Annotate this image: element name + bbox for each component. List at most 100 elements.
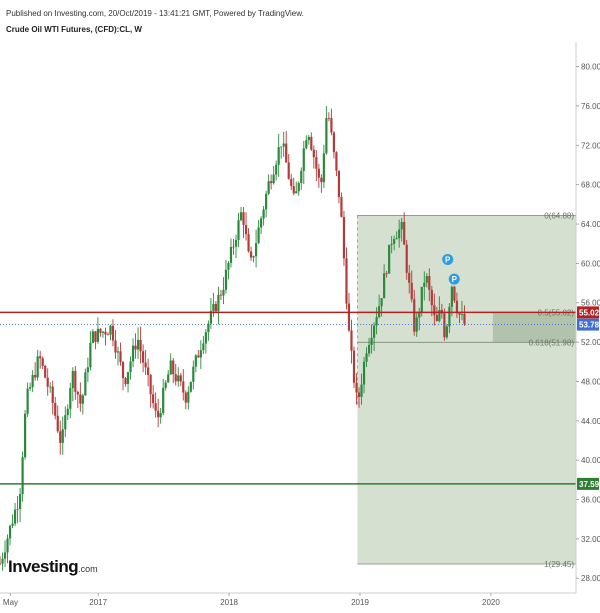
candle-body (31, 375, 34, 388)
candle-body (224, 269, 228, 290)
candle-body (174, 374, 177, 382)
candle-body (144, 362, 147, 368)
candle-body (423, 282, 426, 287)
candle-body (337, 170, 341, 197)
candle-body (400, 221, 403, 230)
candle-body (119, 351, 122, 363)
candle-body (398, 229, 401, 239)
fib-inner-zone (492, 312, 576, 343)
candle-body (26, 388, 29, 414)
event-marker[interactable] (448, 273, 460, 285)
candle-body (282, 143, 285, 147)
candle-body (380, 298, 383, 307)
candle-body (159, 413, 162, 418)
candle-body (172, 360, 175, 375)
candle-body (99, 328, 102, 333)
x-tick-label: May (3, 598, 18, 607)
candle-body (157, 410, 160, 418)
candle-body (209, 311, 212, 324)
candle-body (410, 282, 413, 300)
candle-body (445, 326, 448, 338)
candle-body (450, 286, 454, 307)
candle-body (232, 246, 235, 248)
candle-body (69, 388, 72, 409)
candle-body (302, 148, 305, 171)
candle-body (202, 343, 205, 351)
y-tick-label: 80.00 (581, 63, 600, 72)
candle-body (8, 525, 12, 539)
candle-body (403, 221, 406, 245)
candle-body (390, 243, 393, 245)
candle-body (11, 523, 14, 526)
candle-body (320, 177, 323, 183)
candle-body (272, 174, 275, 184)
candle-body (345, 258, 348, 304)
candle-body (257, 227, 260, 244)
candle-body (395, 238, 398, 240)
y-tick-label: 60.00 (581, 259, 600, 268)
candle-body (24, 413, 27, 458)
candle-body (234, 239, 238, 247)
candle-body (260, 218, 263, 228)
candle-body (352, 350, 356, 383)
candle-body (131, 345, 135, 362)
candle-body (305, 140, 308, 149)
candle-body (254, 243, 258, 257)
symbol-title: Crude Oil WTI Futures, (CFD):CL, W (6, 25, 142, 34)
candle-body (169, 360, 172, 375)
candle-body (152, 394, 155, 404)
candle-body (315, 157, 318, 169)
candle-body (367, 344, 371, 354)
candle-body (249, 251, 253, 258)
candle-body (1, 558, 4, 564)
candle-body (134, 345, 137, 350)
candle-body (265, 193, 268, 210)
candle-body (428, 276, 431, 290)
y-tick-label: 72.00 (581, 141, 600, 150)
candle-body (129, 361, 132, 373)
candle-body (139, 339, 142, 352)
y-tick-label: 56.00 (581, 299, 600, 308)
candle-body (312, 149, 315, 158)
candle-body (61, 429, 64, 443)
candle-body (275, 164, 278, 175)
candle-body (393, 239, 396, 244)
candle-body (194, 355, 197, 367)
candle-body (420, 286, 423, 313)
candle-body (227, 262, 230, 270)
candle-body (262, 209, 265, 219)
y-tick-label: 40.00 (581, 456, 600, 465)
candle-body (3, 552, 7, 559)
candle-body (300, 170, 303, 184)
x-tick-label: 2020 (482, 598, 500, 607)
candle-body (342, 216, 346, 259)
y-tick-label: 68.00 (581, 181, 600, 190)
candle-body (405, 244, 408, 273)
candle-body (252, 256, 255, 258)
candle-body (66, 408, 69, 416)
event-marker[interactable] (442, 253, 454, 265)
candle-body (222, 289, 225, 296)
candle-body (18, 494, 22, 509)
candle-body (340, 196, 343, 217)
candle-body (335, 152, 338, 171)
chart-header: Published on Investing.com, 20/Oct/2019 … (0, 0, 600, 40)
candle-body (360, 384, 363, 397)
candle-body (96, 328, 100, 342)
candle-body (59, 431, 62, 443)
candle-body (49, 386, 52, 388)
level-price-tag-label: 55.02 (579, 308, 600, 317)
candle-body (372, 325, 376, 338)
candle-body (290, 178, 293, 187)
candle-body (217, 294, 220, 312)
candle-body (187, 391, 190, 403)
fib-retracement-zone[interactable] (357, 215, 576, 564)
candle-body (167, 374, 170, 383)
candle-body (375, 317, 378, 326)
candle-body (6, 538, 9, 553)
candle-body (413, 299, 416, 332)
candle-body (189, 381, 192, 392)
y-tick-label: 64.00 (581, 220, 600, 229)
candle-body (182, 381, 185, 393)
